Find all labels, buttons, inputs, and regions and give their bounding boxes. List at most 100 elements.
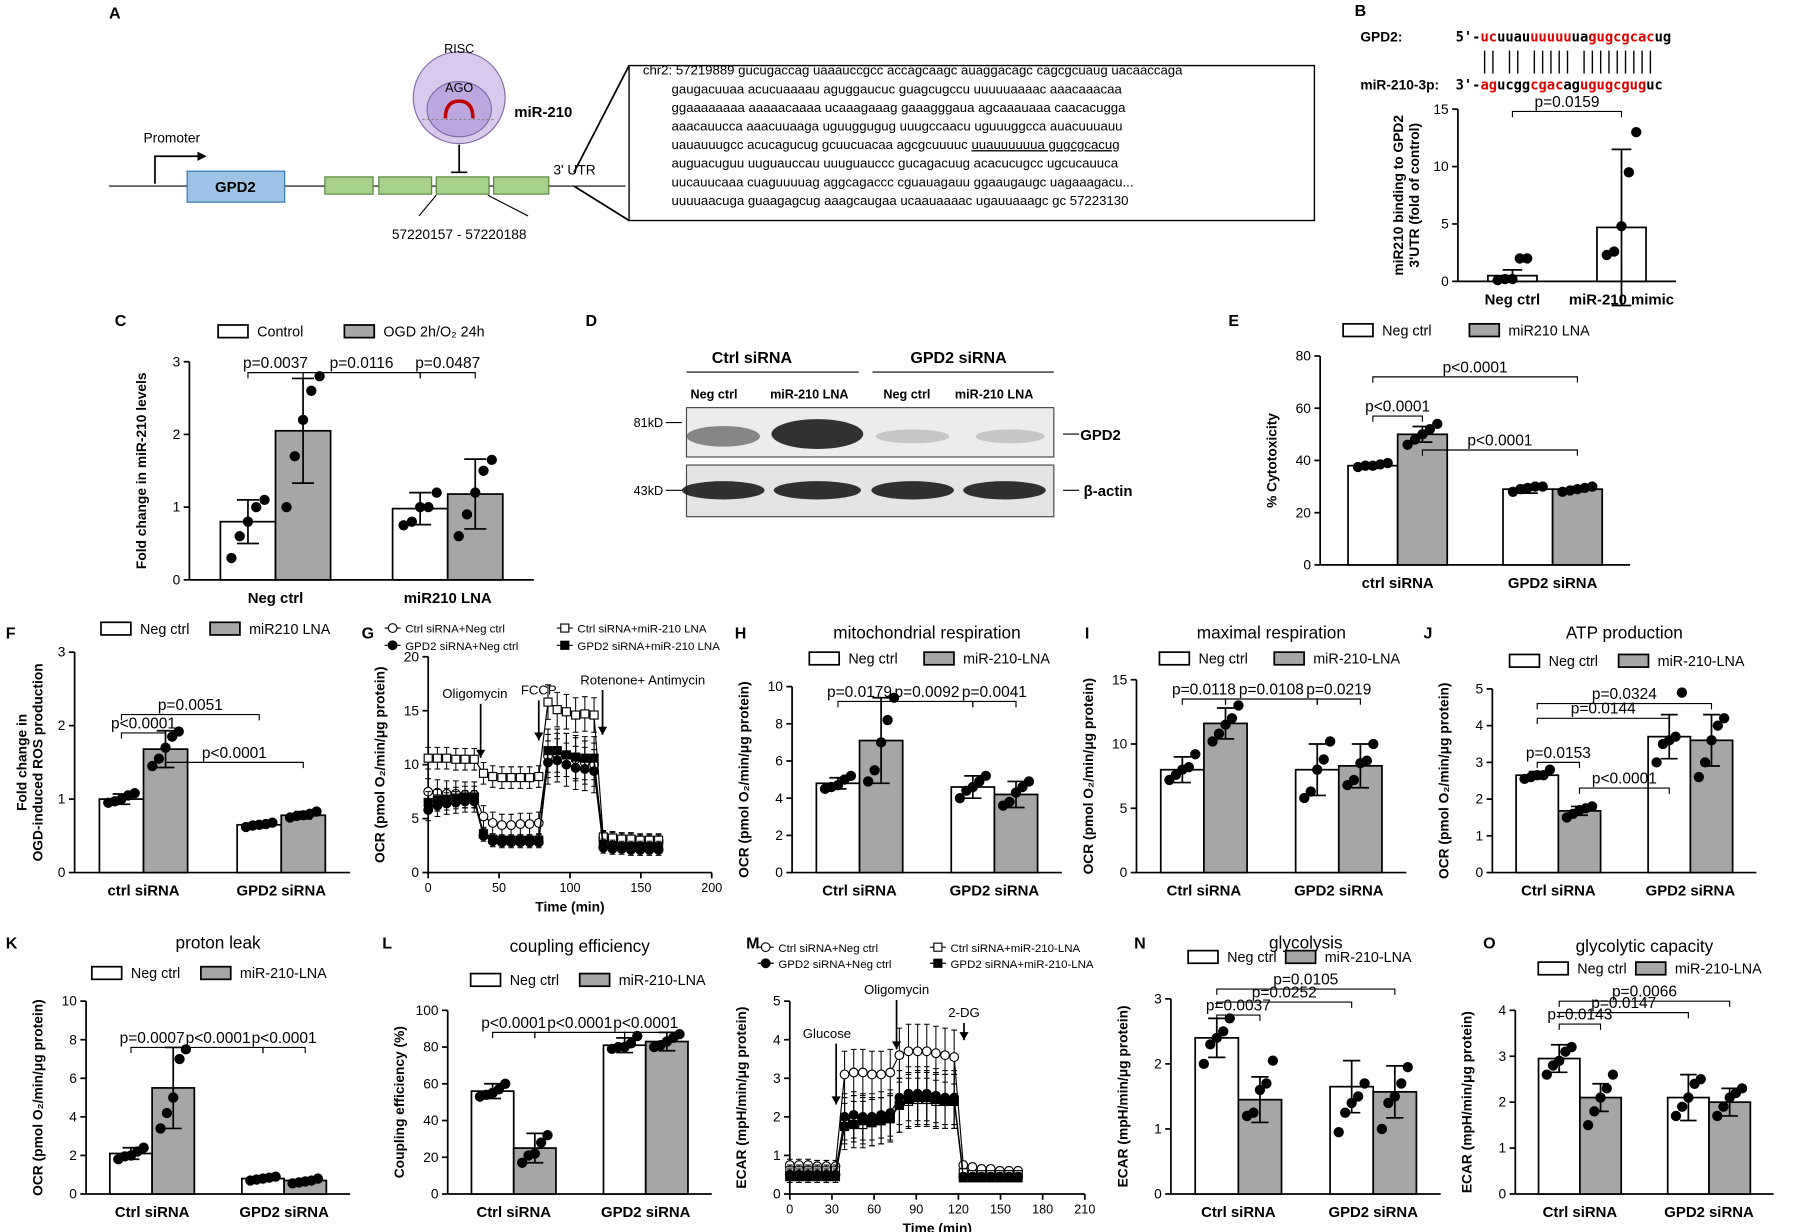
y-tick-label: 0 xyxy=(1154,1187,1162,1202)
sequence-box xyxy=(628,64,1316,222)
y-tick-label: 4 xyxy=(69,1109,77,1124)
bar xyxy=(1515,774,1560,874)
comparison-label: p=0.0147 xyxy=(1591,995,1656,1012)
comparison-bracket xyxy=(1181,698,1227,705)
comparison-label: p=0.0051 xyxy=(158,697,223,714)
chart: E 0 20 40 60 80 % Cytotoxicity Neg ctrl miR210 L… xyxy=(1228,312,1631,592)
legend-label: Neg ctrl xyxy=(1549,654,1598,670)
y-axis-label: OCR (pmol O₂/min/μg protein) xyxy=(1437,682,1452,879)
data-point xyxy=(1261,1078,1272,1089)
data-point xyxy=(1736,1083,1748,1094)
marker xyxy=(598,839,608,850)
data-point xyxy=(888,692,900,703)
nucleotides: uuau xyxy=(1497,29,1530,45)
chart-title: glycolysis xyxy=(1269,932,1343,952)
legend-swatch xyxy=(469,972,502,988)
risc-label: RISC xyxy=(444,42,474,56)
marker xyxy=(515,819,526,829)
sequence-line: gaugacuuaa acucuaaaau aguggaucuc guagcug… xyxy=(672,81,1123,96)
mirna-label: miR-210 xyxy=(514,104,572,121)
data-point xyxy=(234,531,245,542)
data-point xyxy=(1254,1084,1266,1096)
y-axis-label: ECAR (mpH/min/μg protein) xyxy=(1115,1005,1130,1187)
data-point xyxy=(1589,1106,1600,1117)
data-point xyxy=(1631,126,1642,138)
data-point xyxy=(1566,1041,1577,1053)
legend-swatch xyxy=(1537,961,1569,976)
panel-letter: B xyxy=(1355,2,1367,20)
marker xyxy=(760,942,771,953)
bar xyxy=(602,1044,647,1195)
data-point xyxy=(470,487,481,498)
nucleotides: ag xyxy=(1563,78,1580,94)
x-tick-label: GPD2 siRNA xyxy=(1508,575,1598,592)
legend-label: GPD2 siRNA+Neg ctrl xyxy=(405,641,518,653)
data-point xyxy=(1424,423,1436,435)
marker xyxy=(876,1116,886,1126)
marker xyxy=(561,750,572,760)
legend-label: GPD2 siRNA+miR-210-LNA xyxy=(951,959,1094,971)
bar xyxy=(1551,488,1604,566)
y-tick-label: 60 xyxy=(1296,401,1312,416)
y-tick-label: 1 xyxy=(173,500,181,515)
comparison-label: p=0.0037 xyxy=(1206,998,1271,1015)
error-bar xyxy=(1251,1076,1269,1124)
comparison-bracket xyxy=(1316,698,1361,705)
comparison-bracket xyxy=(1216,988,1396,995)
nucleotides: ucgg xyxy=(1497,78,1530,94)
marker xyxy=(894,1100,904,1110)
marker xyxy=(812,1172,822,1182)
y-tick-label: 0 xyxy=(1498,1187,1506,1202)
data-point xyxy=(174,1053,185,1065)
marker xyxy=(626,842,636,852)
band xyxy=(875,429,950,444)
marker xyxy=(785,1172,795,1182)
y-tick-label: 60 xyxy=(423,1076,439,1091)
data-point xyxy=(1607,1069,1619,1080)
sequence-text: aaacauucca aaacuuaaga uguuggugug uuugcca… xyxy=(672,119,1123,134)
legend-label: GPD2 siRNA+Neg ctrl xyxy=(778,959,891,971)
y-axis-label: 3'UTR (fold of control) xyxy=(1407,123,1422,268)
panel-letter: E xyxy=(1228,312,1239,330)
y-tick-label: 10 xyxy=(1433,159,1449,174)
y-tick-label: 5 xyxy=(1120,801,1128,816)
y-tick-label: 0 xyxy=(773,1187,781,1202)
comparison-label: p<0.0001 xyxy=(547,1015,612,1032)
sequence-text: uauauuugcc acucagucug gcuucuacaa agcgcuu… xyxy=(672,137,972,152)
panel-letter: G xyxy=(362,624,375,642)
bar xyxy=(815,782,861,874)
comparison-label: p<0.0001 xyxy=(186,1030,251,1047)
legend-swatch xyxy=(1508,653,1541,668)
x-tick-label: 100 xyxy=(559,881,580,895)
data-point xyxy=(1299,792,1310,804)
exon xyxy=(324,176,374,195)
data-point xyxy=(129,788,140,799)
series-line xyxy=(428,700,659,841)
y-tick-label: 40 xyxy=(1296,453,1312,468)
marker xyxy=(552,705,562,715)
data-point xyxy=(153,753,165,764)
data-point xyxy=(312,1173,324,1184)
panel-b-pairing: B GPD2: miR-210-3p: 5'-ucuuauuuuuuuagugc… xyxy=(1355,2,1672,93)
data-point xyxy=(1683,1092,1694,1103)
legend-label: miR210 LNA xyxy=(249,622,331,638)
y-axis-label: OCR (pmol O₂/min/μg protein) xyxy=(30,999,45,1196)
chart-title: mitochondrial respiration xyxy=(833,622,1020,642)
data-point xyxy=(1514,253,1525,264)
data-point xyxy=(1616,221,1627,232)
comparison-label: p=0.0108 xyxy=(1239,681,1304,698)
data-point xyxy=(1417,429,1428,440)
legend-swatch xyxy=(1158,651,1191,666)
promoter-arrow xyxy=(154,155,201,184)
data-point xyxy=(311,806,322,817)
legend-swatch xyxy=(90,965,123,981)
marker xyxy=(607,841,618,851)
marker xyxy=(487,817,498,828)
data-point xyxy=(267,817,278,828)
data-point xyxy=(478,465,489,476)
legend-label: miR-210-LNA xyxy=(619,973,706,989)
injection-arrowhead xyxy=(831,1096,841,1105)
panel-d-blot: D Ctrl siRNA GPD2 siRNA Neg ctrl miR-210… xyxy=(585,312,1133,518)
